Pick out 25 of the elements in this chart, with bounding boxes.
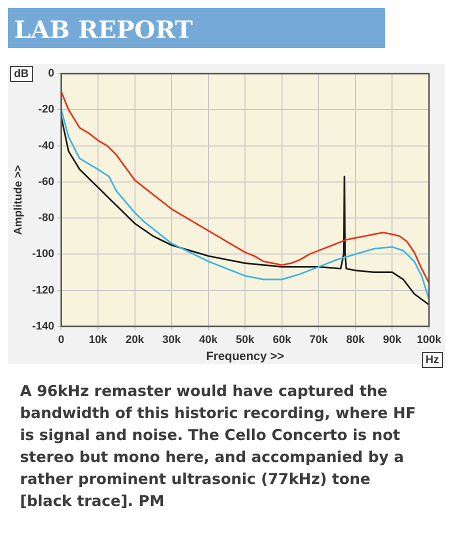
- x-tick-label: 40k: [199, 334, 218, 346]
- y-tick-label: -80: [38, 212, 54, 224]
- text: A 96kHz remaster would have captured the bandwidth of this historic recording, where HF is signal and noise. The Cello Concerto is not stereo but mono here, and accompanied by a rather prominent ultrasonic (77kHz) tone [black trace]. PM: [20, 381, 417, 512]
- y-tick-label: -140: [32, 320, 54, 332]
- chart-title: LAB REPORT: [13, 14, 194, 44]
- x-tick-label: 10k: [88, 334, 108, 346]
- x-tick-label: 70k: [309, 334, 329, 346]
- x-tick-label: 60k: [272, 334, 292, 346]
- x-tick-label: 30k: [162, 334, 182, 346]
- y-tick-label: -120: [32, 284, 54, 296]
- x-tick-label: 100k: [416, 334, 442, 346]
- x-axis-title: Frequency >>: [206, 349, 284, 364]
- x-tick-label: 50k: [236, 334, 256, 346]
- text: Hz: [422, 352, 443, 368]
- text: dB: [10, 66, 33, 82]
- x-tick-label: 0: [58, 334, 64, 346]
- y-tick-label: -100: [32, 248, 54, 260]
- x-tick-label: 90k: [383, 334, 402, 346]
- y-tick-label: -40: [38, 140, 54, 152]
- y-axis-title: Amplitude >>: [12, 165, 25, 235]
- y-tick-label: -20: [38, 104, 54, 116]
- y-tick-label: -60: [38, 176, 54, 188]
- x-tick-label: 80k: [346, 334, 366, 346]
- y-tick-label: 0: [48, 68, 54, 80]
- x-tick-label: 20k: [126, 334, 145, 346]
